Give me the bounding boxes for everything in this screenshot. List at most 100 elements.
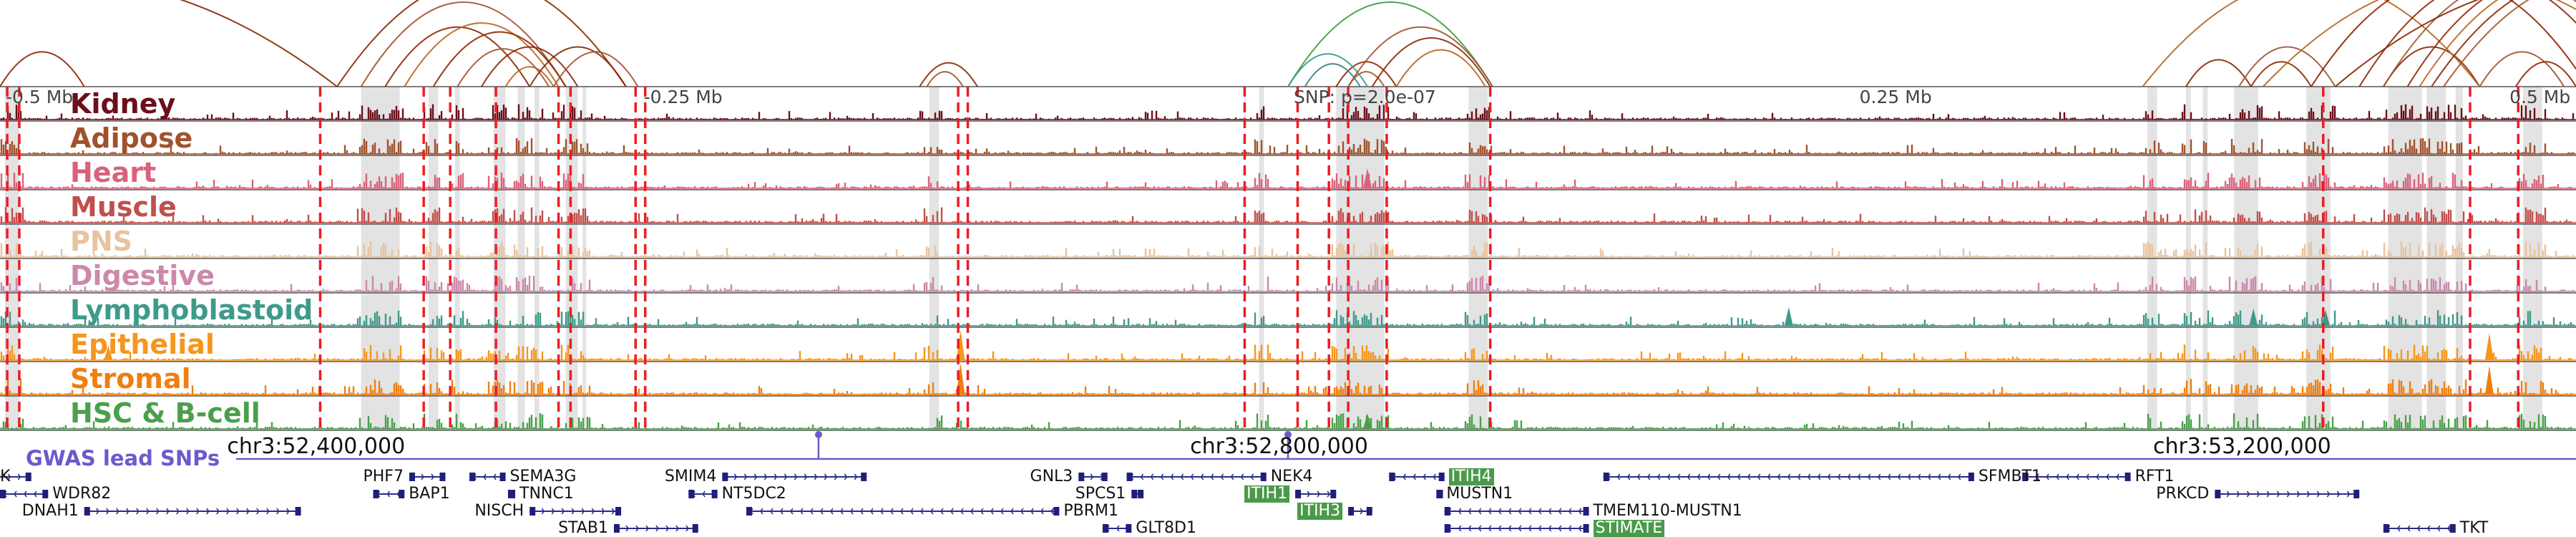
chromatin-loop bbox=[360, 1, 567, 87]
track-peak bbox=[1363, 168, 1372, 188]
gene-label-nek4: NEK4 bbox=[1270, 468, 1313, 485]
axis-label: 0.5 Mb bbox=[2509, 87, 2571, 107]
chromatin-loop bbox=[2382, 0, 2576, 87]
chromatin-loop bbox=[2479, 51, 2565, 87]
chromatin-loop bbox=[2334, 0, 2479, 87]
chromatin-loop bbox=[2185, 59, 2252, 87]
gene-label-gnl3: GNL3 bbox=[1030, 468, 1073, 485]
gene-label-stimate: STIMATE bbox=[1593, 520, 1665, 537]
gene-exon bbox=[469, 473, 476, 481]
gene-exon bbox=[399, 490, 405, 498]
track-peak bbox=[1363, 413, 1372, 429]
track-peak bbox=[2249, 309, 2258, 326]
gene-exon bbox=[1436, 490, 1443, 498]
gene-exon bbox=[25, 473, 31, 481]
coordinate-label: chr3:53,200,000 bbox=[2152, 434, 2331, 459]
chromatin-loop bbox=[2142, 0, 2481, 87]
chromatin-loop bbox=[1371, 37, 1491, 87]
gene-exon bbox=[439, 473, 446, 481]
gene-exon bbox=[1389, 473, 1395, 481]
gene-exon bbox=[373, 490, 379, 498]
track-label-muscle: Muscle bbox=[70, 191, 177, 223]
chromatin-loop bbox=[2443, 0, 2530, 87]
chromatin-loop bbox=[1287, 53, 1368, 87]
axis-label: 0.25 Mb bbox=[1859, 87, 1932, 107]
gene-exon bbox=[2022, 473, 2029, 481]
gene-exon bbox=[530, 507, 536, 516]
track-signal bbox=[0, 173, 2575, 188]
track-label-pns: PNS bbox=[70, 226, 133, 257]
gene-exon bbox=[861, 473, 867, 481]
chromatin-loop bbox=[2311, 0, 2576, 87]
gene-label-sema3g: SEMA3G bbox=[509, 468, 577, 485]
gene-exon bbox=[2124, 473, 2131, 481]
gene-label-prkcd: PRKCD bbox=[2156, 485, 2210, 503]
gene-exon bbox=[2215, 490, 2221, 498]
track-label-lymphoblastoid: Lymphoblastoid bbox=[70, 294, 313, 326]
gene-label-itih4: ITIH4 bbox=[1448, 468, 1494, 485]
gene-label-k: K bbox=[0, 468, 11, 485]
chromatin-loop bbox=[529, 46, 627, 87]
gene-label-nt5dc2: NT5DC2 bbox=[721, 485, 786, 503]
gene-label-smim4: SMIM4 bbox=[664, 468, 717, 485]
gene-label-itih3: ITIH3 bbox=[1297, 503, 1343, 520]
chromatin-loop bbox=[2515, 61, 2576, 87]
coordinate-label: chr3:52,800,000 bbox=[1190, 434, 1368, 459]
track-peak bbox=[1784, 307, 1793, 326]
track-label-stromal: Stromal bbox=[70, 363, 191, 395]
gwas-snp-marker bbox=[1284, 431, 1292, 438]
gene-exon bbox=[0, 490, 6, 498]
gene-exon bbox=[42, 490, 49, 498]
gene-strand-arrows bbox=[0, 473, 21, 480]
axis-label: -0.25 Mb bbox=[643, 87, 723, 107]
track-label-hsc-b-cell: HSC & B-cell bbox=[70, 397, 260, 429]
axis-label: -0.5 Mb bbox=[6, 87, 74, 107]
gene-exon bbox=[1053, 507, 1060, 516]
chromatin-loop bbox=[552, 51, 639, 87]
gene-exon bbox=[409, 473, 415, 481]
gene-exon bbox=[1583, 507, 1589, 516]
track-peak bbox=[956, 330, 965, 360]
track-label-digestive: Digestive bbox=[70, 260, 215, 291]
gene-label-itih1: ITIH1 bbox=[1244, 485, 1290, 503]
gene-exon bbox=[1260, 473, 1267, 481]
gene-exon bbox=[1131, 490, 1138, 498]
chromatin-loop bbox=[926, 71, 964, 87]
gene-exon bbox=[613, 524, 620, 533]
gene-label-glt8d1: GLT8D1 bbox=[1136, 519, 1196, 537]
gene-exon bbox=[1102, 524, 1108, 533]
chromatin-loop bbox=[2419, 0, 2499, 87]
chromatin-loop bbox=[919, 62, 978, 87]
gene-exon bbox=[1078, 473, 1085, 481]
gene-label-spcs1: SPCS1 bbox=[1075, 485, 1126, 503]
gene-label-dnah1: DNAH1 bbox=[21, 502, 79, 520]
coordinate-label: chr3:52,400,000 bbox=[227, 434, 406, 459]
gwas-snp-marker bbox=[814, 431, 822, 438]
track-label-adipose: Adipose bbox=[70, 122, 193, 154]
gene-exon bbox=[1138, 490, 1144, 498]
chromatin-loop bbox=[404, 22, 560, 87]
gene-exon bbox=[2449, 524, 2456, 533]
chromatin-loop bbox=[1347, 26, 1493, 87]
track-label-epithelial: Epithelial bbox=[70, 329, 215, 360]
gene-exon bbox=[746, 507, 752, 516]
chromatin-loop bbox=[457, 48, 550, 87]
chromatin-loop bbox=[179, 0, 338, 87]
chromatin-loop bbox=[2250, 61, 2312, 87]
gene-exon bbox=[1348, 507, 1355, 516]
chromatin-loop bbox=[384, 26, 531, 87]
gene-exon bbox=[2353, 490, 2360, 498]
track-peak bbox=[2484, 333, 2494, 360]
track-label-heart: Heart bbox=[70, 157, 157, 188]
track-peak bbox=[2484, 366, 2494, 395]
gene-exon bbox=[1583, 524, 1589, 533]
gene-exon bbox=[688, 490, 695, 498]
gene-label-sfmbt1: SFMBT1 bbox=[1978, 468, 2042, 485]
gene-label-phf7: PHF7 bbox=[363, 468, 404, 485]
gene-label-wdr82: WDR82 bbox=[52, 485, 112, 503]
track-peak bbox=[104, 346, 113, 360]
gene-exon bbox=[1330, 490, 1337, 498]
gene-exon bbox=[1968, 473, 1974, 481]
